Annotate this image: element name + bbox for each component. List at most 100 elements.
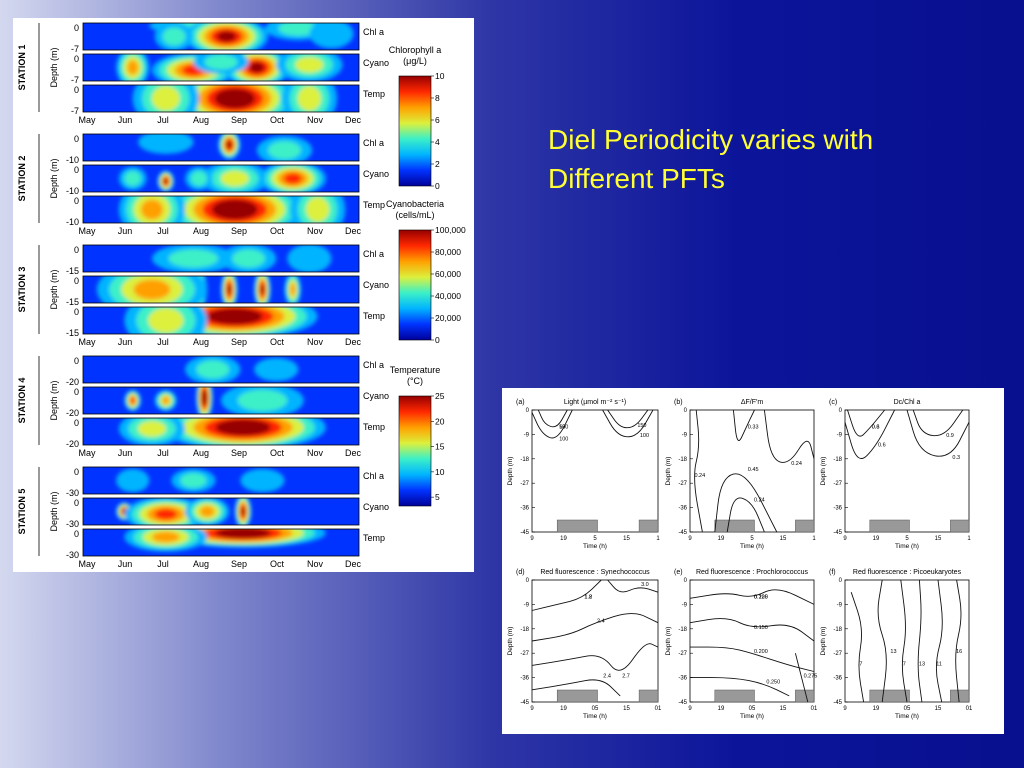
y-tick-label: -27 [833, 481, 842, 487]
panel-letter: (f) [829, 569, 836, 576]
contour-line [955, 579, 962, 703]
y-tick-label: -18 [833, 627, 842, 633]
stripe-frame [82, 528, 360, 557]
heatmap-stripe [83, 196, 359, 223]
x-axis-label: Time (h) [740, 713, 764, 720]
colorbar-tick-label: 25 [435, 391, 445, 401]
contour-label: 150 [559, 424, 568, 430]
contour-label: 50 [559, 424, 565, 430]
heatmap-blob [180, 473, 207, 488]
contour-line [732, 409, 755, 441]
station-block: STATION 1 Depth (m)Chl a0-7Cyano0-7Temp0-… [17, 22, 389, 125]
depth-tick-top: 0 [74, 418, 79, 428]
month-tick-label: Dec [345, 337, 362, 347]
y-tick-label: -18 [678, 627, 687, 633]
month-tick-label: Nov [307, 448, 324, 458]
heatmap-blob [133, 279, 171, 300]
contour-label: 0.3 [952, 455, 960, 461]
panel-title: ΔF/F′m [741, 399, 763, 406]
blob-group [116, 498, 252, 525]
contour-line [531, 409, 573, 439]
y-tick-label: -18 [520, 627, 529, 633]
heatmap-blob [220, 170, 249, 187]
blob-group [132, 85, 337, 112]
contour-label: 1.8 [584, 594, 592, 600]
stripe-frame [82, 133, 360, 162]
month-tick-label: Aug [193, 226, 209, 236]
y-tick-label: -45 [833, 530, 842, 536]
month-tick-label: May [78, 226, 96, 236]
contour-line [694, 409, 703, 533]
y-axis-label: Depth (m) [507, 627, 514, 656]
stripe-frame [82, 306, 360, 335]
x-tick-label: 19 [873, 706, 880, 712]
depth-tick-top: 0 [74, 307, 79, 317]
colorbar-tick-label: 15 [435, 442, 445, 452]
heatmap-blob [240, 468, 285, 493]
x-tick-label: 9 [530, 706, 534, 712]
y-axis-label: Depth (m) [507, 457, 514, 486]
contour-label: 0.45 [748, 467, 759, 473]
seasonal-heatmap-svg: STATION 1 Depth (m)Chl a0-7Cyano0-7Temp0-… [17, 22, 466, 569]
depth-tick-bottom: -30 [66, 488, 79, 498]
night-bar [869, 689, 910, 703]
colorbar-tick-label: 40,000 [435, 291, 461, 301]
depth-tick-bottom: -20 [66, 408, 79, 418]
heatmap-stripe [83, 165, 359, 192]
heatmap-blob [260, 284, 265, 295]
panel-letter: (d) [516, 569, 525, 576]
row-label: Chl a [363, 249, 384, 259]
heatmap-blob [190, 171, 208, 186]
contour-line [794, 653, 809, 703]
row-label: Chl a [363, 360, 384, 370]
month-tick-label: Jul [157, 448, 169, 458]
station-block: STATION 3 Depth (m)Chl a0-15Cyano0-15Temp… [17, 244, 389, 347]
night-bar [556, 519, 598, 533]
depth-tick-top: 0 [74, 23, 79, 33]
month-tick-label: Sep [231, 337, 247, 347]
panel-letter: (e) [674, 569, 683, 576]
panel-frame [689, 409, 815, 533]
x-tick-label: 19 [560, 706, 567, 712]
month-tick-label: Oct [270, 226, 285, 236]
blob-group [118, 165, 326, 192]
colorbar-tick-label: 2 [435, 159, 440, 169]
panel-title: Light (µmol m⁻² s⁻¹) [564, 399, 626, 406]
month-tick-label: Sep [231, 448, 247, 458]
heatmap-stripe [83, 529, 359, 556]
heatmap-blob [278, 23, 319, 36]
slide-title-line-2: Different PFTs [548, 163, 725, 194]
heatmap-blob [226, 422, 260, 433]
stripe-frame [82, 164, 360, 193]
month-tick-label: May [78, 559, 96, 569]
contour-label: 2.4 [603, 674, 611, 680]
row-label: Cyano [363, 280, 389, 290]
x-axis-label: Time (h) [583, 543, 607, 550]
y-tick-label: -9 [837, 432, 843, 438]
depth-tick-top: 0 [74, 467, 79, 477]
slide-title-line-1: Diel Periodicity varies with [548, 124, 874, 155]
x-tick-label: 19 [873, 536, 880, 542]
x-tick-label: 9 [530, 536, 534, 542]
depth-tick-bottom: -15 [66, 297, 79, 307]
month-tick-label: Oct [270, 559, 285, 569]
month-tick-label: Jun [118, 448, 133, 458]
y-tick-label: -9 [682, 602, 688, 608]
contour-label: 13 [919, 661, 925, 667]
colorbar-unit: (cells/mL) [395, 210, 434, 220]
y-tick-label: -9 [682, 432, 688, 438]
x-axis-label: Time (h) [583, 713, 607, 720]
month-tick-label: Sep [231, 226, 247, 236]
y-tick-label: -18 [833, 457, 842, 463]
heatmap-blob [168, 249, 219, 268]
x-tick-label: 05 [904, 706, 911, 712]
colorbar-tick-label: 6 [435, 115, 440, 125]
stripe-frame [82, 53, 360, 82]
night-bar [950, 689, 970, 703]
depth-tick-top: 0 [74, 276, 79, 286]
month-tick-label: Jun [118, 115, 133, 125]
colorbar-title: Temperature [390, 365, 441, 375]
contour-label: 0.200 [754, 649, 768, 655]
colorbar-gradient-rect [398, 229, 432, 341]
heatmap-blob [297, 85, 322, 112]
